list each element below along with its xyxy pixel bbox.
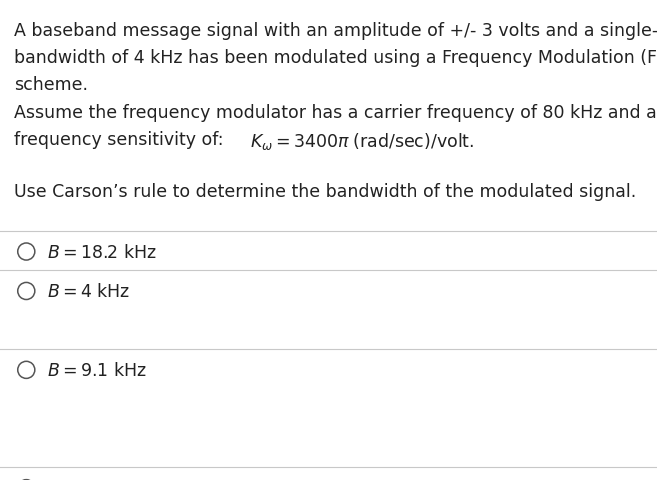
Text: $B = 9.1$ kHz: $B = 9.1$ kHz <box>47 361 147 379</box>
Text: frequency sensitivity of:: frequency sensitivity of: <box>14 131 229 149</box>
Text: Assume the frequency modulator has a carrier frequency of 80 kHz and a: Assume the frequency modulator has a car… <box>14 104 657 121</box>
Text: A baseband message signal with an amplitude of +/- 3 volts and a single-sided: A baseband message signal with an amplit… <box>14 22 657 39</box>
Text: scheme.: scheme. <box>14 76 89 94</box>
Text: $B = 4$ kHz: $B = 4$ kHz <box>47 282 130 300</box>
Text: Use Carson’s rule to determine the bandwidth of the modulated signal.: Use Carson’s rule to determine the bandw… <box>14 182 637 200</box>
Text: $B = 18.2$ kHz: $B = 18.2$ kHz <box>47 243 156 261</box>
Text: bandwidth of 4 kHz has been modulated using a Frequency Modulation (FM): bandwidth of 4 kHz has been modulated us… <box>14 49 657 67</box>
Text: $K_{\omega} = 3400\pi\;(\mathrm{rad/sec})/\mathrm{volt}.$: $K_{\omega} = 3400\pi\;(\mathrm{rad/sec}… <box>250 131 474 152</box>
Text: $B = 84$ kHz: $B = 84$ kHz <box>47 479 141 480</box>
